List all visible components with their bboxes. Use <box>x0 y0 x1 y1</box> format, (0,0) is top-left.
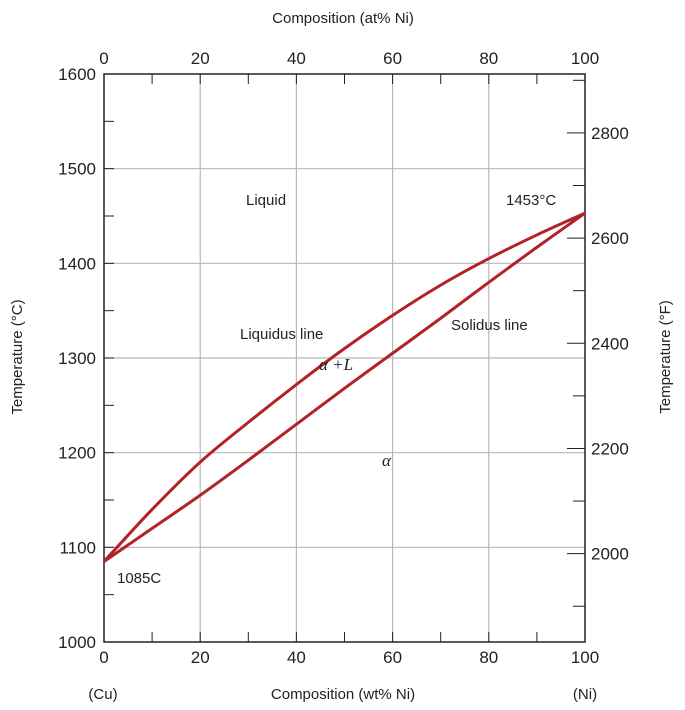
x-axis-title: Composition (wt% Ni) <box>271 686 415 703</box>
y2-tick-label: 2400 <box>591 334 629 353</box>
ticks <box>103 73 586 643</box>
tick-labels: 0 20 40 60 80 1000 20 40 60 80 1001000110012001300… <box>58 49 629 667</box>
plot-frame <box>103 73 586 643</box>
series-lines <box>102 211 586 563</box>
annotation-ni-melting-point: 1453°C <box>506 192 556 209</box>
y-tick-label: 1500 <box>58 160 96 179</box>
y-tick-label: 1400 <box>58 254 96 273</box>
y-tick-label: 1200 <box>58 444 96 463</box>
y2-tick-label: 2600 <box>591 229 629 248</box>
y-axis-title: Temperature (°C) <box>9 299 26 414</box>
annotation-alpha: α <box>382 451 392 470</box>
x2-axis-title: Composition (at% Ni) <box>272 10 414 27</box>
liquidus-curve <box>102 211 586 563</box>
y-tick-label: 1600 <box>58 65 96 84</box>
y2-tick-label: 2000 <box>591 545 629 564</box>
x-tick-label: 0 <box>99 648 108 667</box>
ni-end-label: (Ni) <box>573 686 597 703</box>
x2-tick-label: 80 <box>479 49 498 68</box>
annotation-liquidus-line: Liquidus line <box>240 326 323 343</box>
x2-tick-label: 0 <box>99 49 108 68</box>
y2-axis-title: Temperature (°F) <box>657 300 674 414</box>
y-tick-label: 1000 <box>58 633 96 652</box>
x-tick-label: 60 <box>383 648 402 667</box>
y2-tick-label: 2800 <box>591 124 629 143</box>
annotation-cu-melting-point: 1085C <box>117 570 161 587</box>
x2-tick-label: 40 <box>287 49 306 68</box>
grid <box>104 74 585 642</box>
x2-tick-label: 20 <box>191 49 210 68</box>
annotation-solidus-line: Solidus line <box>451 317 528 334</box>
y-tick-label: 1300 <box>58 349 96 368</box>
x-tick-label: 80 <box>479 648 498 667</box>
cu-end-label: (Cu) <box>88 686 117 703</box>
solidus-curve <box>103 211 586 563</box>
y-tick-label: 1100 <box>59 538 96 557</box>
y2-tick-label: 2200 <box>591 439 629 458</box>
x-tick-label: 40 <box>287 648 306 667</box>
x2-tick-label: 60 <box>383 49 402 68</box>
annotation-alpha-plus-liquid: α +L <box>319 355 353 374</box>
x-tick-label: 100 <box>571 648 599 667</box>
x2-tick-label: 100 <box>571 49 599 68</box>
x-tick-label: 20 <box>191 648 210 667</box>
annotation-liquid: Liquid <box>246 192 286 209</box>
